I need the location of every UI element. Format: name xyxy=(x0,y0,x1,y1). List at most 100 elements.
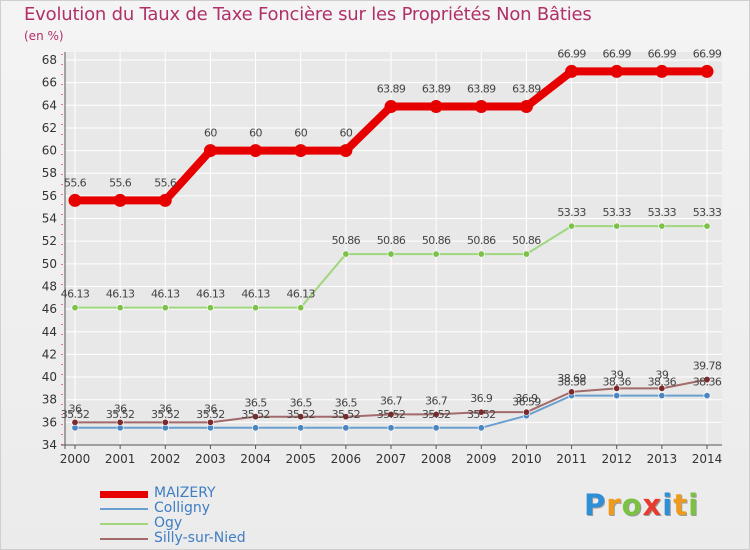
chart-title: Evolution du Taux de Taxe Foncière sur l… xyxy=(24,4,592,25)
proxiti-logo: Proxiti xyxy=(584,488,699,522)
y-tick-label: 36 xyxy=(42,415,57,429)
logo-letter: x xyxy=(642,488,663,522)
data-label-maizery: 60 xyxy=(294,127,307,140)
x-tick-label: 2000 xyxy=(60,452,91,466)
y-tick-label: 44 xyxy=(42,325,57,339)
data-point-silly-sur-nied xyxy=(206,418,214,426)
x-tick-label: 2005 xyxy=(285,452,316,466)
data-label-maizery: 66.99 xyxy=(557,47,586,60)
y-tick-label: 58 xyxy=(42,166,57,180)
data-label-maizery: 55.6 xyxy=(64,176,87,189)
logo-letter: i xyxy=(662,488,674,522)
data-point-ogy xyxy=(206,304,214,312)
x-tick-label: 2003 xyxy=(195,452,226,466)
y-tick-label: 62 xyxy=(42,121,57,135)
data-point-ogy xyxy=(477,250,485,258)
data-label-silly-sur-nied: 36 xyxy=(69,402,82,415)
data-label-ogy: 50.86 xyxy=(377,234,406,247)
data-point-colligny xyxy=(658,392,666,400)
logo-letter: t xyxy=(673,488,689,522)
data-label-ogy: 50.86 xyxy=(467,234,496,247)
data-point-colligny xyxy=(703,392,711,400)
logo-letter: P xyxy=(584,488,607,522)
data-label-maizery: 63.89 xyxy=(422,83,451,96)
data-point-maizery xyxy=(429,100,443,114)
logo-letter: o xyxy=(621,488,643,522)
data-label-silly-sur-nied: 39 xyxy=(655,368,668,381)
legend-swatch xyxy=(100,490,148,498)
data-point-silly-sur-nied xyxy=(387,410,395,418)
data-label-maizery: 60 xyxy=(204,127,217,140)
data-label-colligny: 35.52 xyxy=(377,408,406,421)
data-label-silly-sur-nied: 36.5 xyxy=(290,397,313,410)
x-tick-label: 2011 xyxy=(556,452,587,466)
data-label-colligny: 38.36 xyxy=(602,376,631,389)
data-label-maizery: 63.89 xyxy=(377,83,406,96)
data-point-ogy xyxy=(703,222,711,230)
data-label-maizery: 66.99 xyxy=(693,47,722,60)
data-point-ogy xyxy=(297,304,305,312)
y-tick-label: 64 xyxy=(42,98,57,112)
logo-letter: i xyxy=(688,488,700,522)
data-point-silly-sur-nied xyxy=(116,418,124,426)
x-tick-label: 2004 xyxy=(240,452,271,466)
y-tick-label: 66 xyxy=(42,76,57,90)
data-point-ogy xyxy=(613,222,621,230)
data-label-ogy: 53.33 xyxy=(648,206,677,219)
data-point-silly-sur-nied xyxy=(658,384,666,392)
data-label-ogy: 46.13 xyxy=(151,288,180,301)
data-label-maizery: 66.99 xyxy=(648,47,677,60)
x-tick-label: 2001 xyxy=(105,452,136,466)
data-label-silly-sur-nied: 36 xyxy=(114,402,127,415)
data-label-colligny: 35.52 xyxy=(61,408,90,421)
legend-label: MAIZERY xyxy=(154,485,216,501)
legend-label: Ogy xyxy=(154,515,183,531)
data-point-colligny xyxy=(297,424,305,432)
data-point-silly-sur-nied xyxy=(297,413,305,421)
data-label-ogy: 46.13 xyxy=(196,288,225,301)
legend-label: Silly-sur-Nied xyxy=(154,530,246,546)
data-point-maizery xyxy=(339,144,353,158)
data-point-ogy xyxy=(116,304,124,312)
x-tick-label: 2007 xyxy=(376,452,407,466)
data-label-maizery: 66.99 xyxy=(602,47,631,60)
data-point-ogy xyxy=(342,250,350,258)
data-label-colligny: 38.36 xyxy=(693,376,722,389)
y-tick-label: 40 xyxy=(42,370,57,384)
data-point-ogy xyxy=(432,250,440,258)
data-label-colligny: 35.52 xyxy=(241,408,270,421)
x-tick-label: 2012 xyxy=(601,452,632,466)
data-point-maizery xyxy=(113,193,127,207)
data-point-maizery xyxy=(158,193,172,207)
data-label-ogy: 53.33 xyxy=(693,206,722,219)
data-point-ogy xyxy=(387,250,395,258)
data-label-maizery: 60 xyxy=(339,127,352,140)
data-point-maizery xyxy=(610,64,624,78)
y-tick-label: 48 xyxy=(42,279,57,293)
y-tick-label: 56 xyxy=(42,189,57,203)
x-tick-label: 2013 xyxy=(647,452,678,466)
data-point-colligny xyxy=(477,424,485,432)
data-point-ogy xyxy=(568,222,576,230)
x-tick-label: 2010 xyxy=(511,452,542,466)
legend-label: Colligny xyxy=(154,500,211,516)
data-label-colligny: 38.36 xyxy=(557,376,586,389)
data-point-colligny xyxy=(342,424,350,432)
data-point-colligny xyxy=(387,424,395,432)
data-point-silly-sur-nied xyxy=(613,384,621,392)
data-point-ogy xyxy=(658,222,666,230)
y-tick-label: 54 xyxy=(42,212,57,226)
data-label-ogy: 53.33 xyxy=(602,206,631,219)
data-point-silly-sur-nied xyxy=(161,418,169,426)
data-point-ogy xyxy=(252,304,260,312)
y-tick-label: 42 xyxy=(42,347,57,361)
data-label-maizery: 55.6 xyxy=(109,176,132,189)
data-label-colligny: 35.52 xyxy=(422,408,451,421)
data-label-ogy: 46.13 xyxy=(241,288,270,301)
data-label-ogy: 46.13 xyxy=(61,288,90,301)
data-point-ogy xyxy=(161,304,169,312)
data-label-silly-sur-nied: 36.7 xyxy=(425,394,448,407)
data-label-silly-sur-nied: 36.7 xyxy=(380,394,403,407)
data-point-maizery xyxy=(294,144,308,158)
